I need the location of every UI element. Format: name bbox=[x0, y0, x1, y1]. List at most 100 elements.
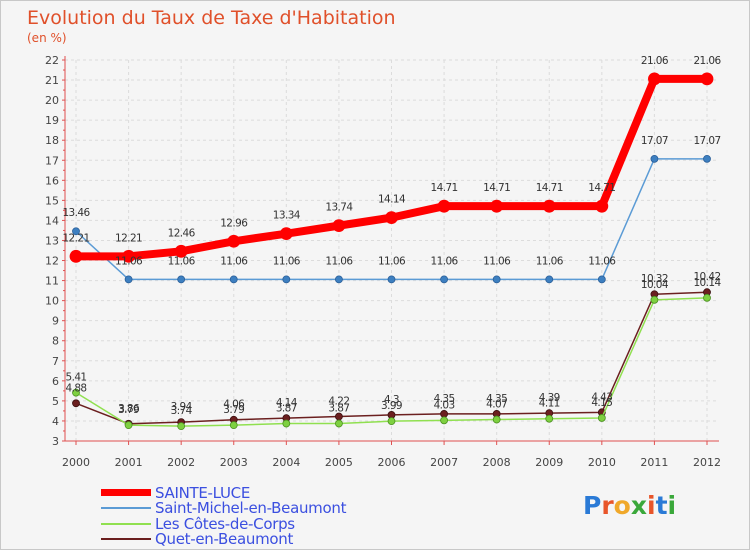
data-point bbox=[440, 416, 448, 425]
data-point bbox=[542, 199, 556, 213]
logo-letter: i bbox=[667, 491, 677, 520]
data-label: 3.99 bbox=[381, 400, 402, 412]
y-tick-label: 6 bbox=[52, 375, 59, 388]
y-tick-label: 15 bbox=[45, 194, 59, 207]
y-tick-label: 8 bbox=[52, 335, 59, 348]
x-tick-label: 2002 bbox=[167, 456, 195, 469]
data-label: 12.46 bbox=[168, 227, 196, 239]
y-tick-label: 19 bbox=[45, 114, 59, 127]
legend-swatch-cotes-de-corps bbox=[101, 522, 151, 525]
y-tick-label: 4 bbox=[52, 415, 59, 428]
data-point bbox=[492, 275, 501, 284]
data-point bbox=[490, 199, 504, 213]
data-point bbox=[437, 199, 451, 213]
x-tick-label: 2001 bbox=[115, 456, 143, 469]
y-tick-label: 22 bbox=[45, 54, 59, 67]
data-label: 4.35 bbox=[486, 393, 507, 405]
data-label: 11.06 bbox=[115, 255, 143, 267]
data-label: 10.32 bbox=[641, 273, 668, 285]
x-tick-label: 2009 bbox=[535, 456, 563, 469]
data-label: 10.04 bbox=[641, 279, 669, 291]
data-point bbox=[72, 399, 80, 408]
data-label: 10.42 bbox=[693, 271, 720, 283]
data-point bbox=[545, 275, 554, 284]
legend-label-quet-en-beaumont: Quet-en-Beaumont bbox=[155, 530, 294, 549]
logo-letter: t bbox=[655, 491, 668, 520]
proxiti-logo: Proxiti bbox=[583, 491, 676, 520]
data-label: 3.74 bbox=[171, 405, 193, 417]
data-label: 3.87 bbox=[328, 403, 349, 415]
data-label: 21.06 bbox=[641, 55, 669, 67]
data-label: 11.06 bbox=[588, 255, 616, 267]
data-point bbox=[332, 219, 346, 233]
data-point bbox=[597, 275, 606, 284]
data-label: 3.79 bbox=[223, 404, 244, 416]
y-tick-label: 14 bbox=[45, 214, 59, 227]
data-label: 11.06 bbox=[325, 255, 353, 267]
data-point bbox=[124, 421, 133, 430]
line-chart: 3 4 5 6 7 8 9 10 11 12 13 14 15 16 17 18 19 20 21 22 2000 200… bbox=[45, 54, 722, 469]
logo-letter: P bbox=[583, 491, 602, 520]
data-point bbox=[124, 275, 133, 284]
data-label: 4.39 bbox=[539, 392, 560, 404]
x-tick-label: 2007 bbox=[430, 456, 458, 469]
chart-subtitle: (en %) bbox=[27, 31, 67, 45]
data-point bbox=[650, 295, 659, 304]
x-tick-label: 2011 bbox=[640, 456, 668, 469]
logo-letter: o bbox=[613, 491, 631, 520]
data-label: 11.06 bbox=[536, 255, 564, 267]
legend-swatch-sainte-luce bbox=[101, 489, 151, 497]
data-point bbox=[335, 419, 343, 428]
series-lines bbox=[69, 72, 714, 431]
data-point bbox=[122, 249, 135, 263]
y-tick-label: 10 bbox=[45, 295, 59, 308]
data-point bbox=[387, 275, 396, 284]
data-point bbox=[545, 414, 554, 423]
y-tick-label: 9 bbox=[52, 315, 59, 328]
data-label: 4.06 bbox=[223, 399, 245, 411]
data-label: 4.03 bbox=[434, 399, 455, 411]
legend-item-sainte-luce: SAINTE-LUCE bbox=[101, 484, 346, 502]
data-label: 4.22 bbox=[328, 396, 349, 408]
data-label: 17.07 bbox=[641, 135, 668, 147]
legend-label-saint-michel: Saint-Michel-en-Beaumont bbox=[155, 499, 347, 518]
data-label: 11.06 bbox=[483, 255, 511, 267]
data-point bbox=[492, 415, 501, 424]
data-point bbox=[703, 154, 711, 163]
x-tick-label: 2000 bbox=[62, 456, 90, 469]
x-tick-label: 2005 bbox=[325, 456, 353, 469]
data-label: 4.07 bbox=[486, 399, 507, 411]
data-label: 12.21 bbox=[115, 232, 142, 244]
y-tick-label: 5 bbox=[52, 395, 59, 408]
data-labels: 12.21 12.21 12.46 12.96 13.34 13.74 14.14 14.71… bbox=[62, 55, 722, 417]
data-point bbox=[440, 275, 448, 284]
data-point bbox=[72, 388, 80, 397]
data-label: 11.06 bbox=[168, 255, 196, 267]
data-point bbox=[700, 72, 714, 86]
x-tick-label: 2010 bbox=[588, 456, 616, 469]
logo-letter: i bbox=[647, 491, 656, 520]
data-label: 12.21 bbox=[62, 232, 89, 244]
y-tick-label: 16 bbox=[45, 174, 59, 187]
data-point bbox=[387, 417, 396, 426]
logo-letter: x bbox=[630, 491, 647, 520]
x-tick-label: 2004 bbox=[272, 456, 300, 469]
data-label: 4.14 bbox=[276, 397, 298, 409]
data-label: 11.06 bbox=[220, 255, 248, 267]
y-tick-label: 17 bbox=[45, 154, 59, 167]
data-label: 21.06 bbox=[693, 55, 721, 67]
data-point bbox=[229, 421, 238, 430]
data-label: 11.06 bbox=[378, 255, 406, 267]
logo-letter: r bbox=[601, 491, 614, 520]
data-point bbox=[69, 249, 83, 263]
axes: 3 4 5 6 7 8 9 10 11 12 13 14 15 16 17 18 19 20 21 22 2000 200… bbox=[45, 54, 721, 469]
data-point bbox=[385, 211, 398, 225]
data-label: 4.11 bbox=[539, 398, 560, 410]
data-point bbox=[595, 199, 609, 213]
data-label: 4.35 bbox=[434, 393, 455, 405]
data-point bbox=[597, 414, 606, 422]
x-tick-label: 2012 bbox=[693, 456, 721, 469]
y-tick-label: 20 bbox=[45, 94, 59, 107]
data-label: 14.71 bbox=[431, 182, 458, 194]
